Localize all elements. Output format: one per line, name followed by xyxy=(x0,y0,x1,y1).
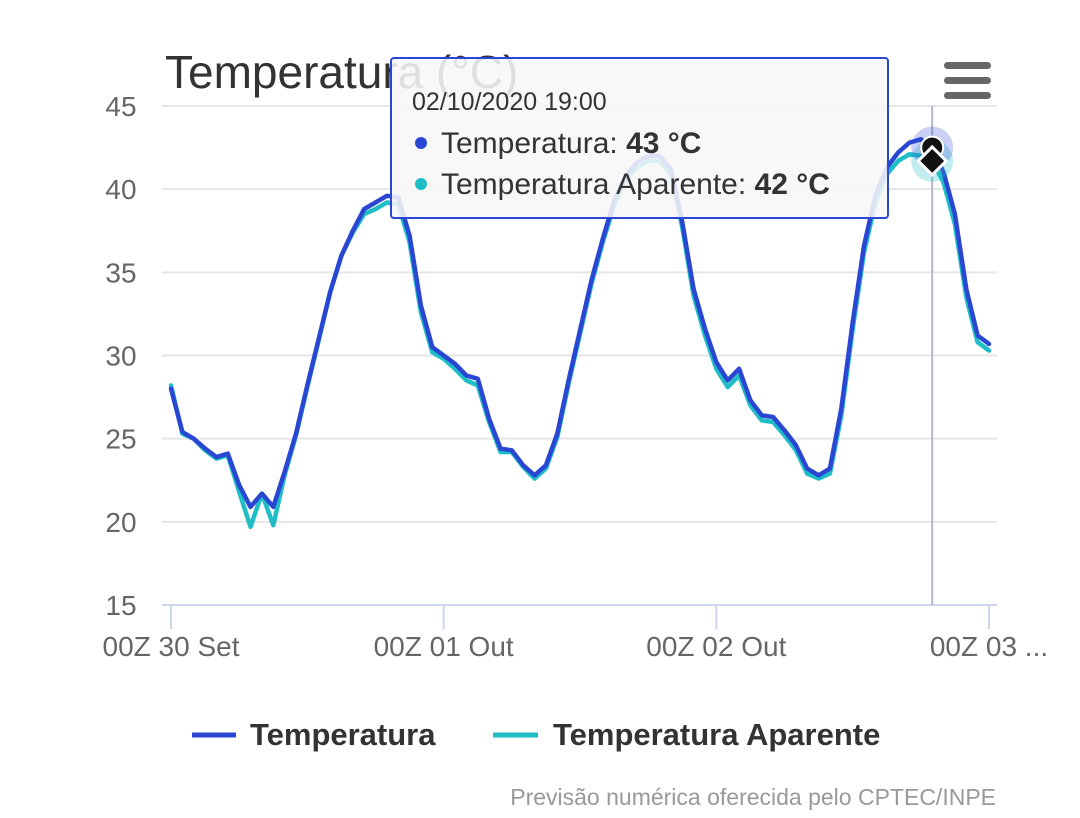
y-tick-label: 25 xyxy=(105,424,136,455)
menu-icon[interactable] xyxy=(944,62,991,99)
tooltip-colon-2: : xyxy=(738,168,755,201)
x-axis-labels: 00Z 30 Set 00Z 01 Out 00Z 02 Out 00Z 03 ... xyxy=(103,631,1049,662)
legend-item-temperatura[interactable]: Temperatura xyxy=(192,717,436,752)
tooltip-date: 02/10/2020 19:00 xyxy=(412,88,607,116)
tooltip-row-temperatura: Temperatura: 43 °C xyxy=(441,127,701,160)
tooltip-value-1: 43 °C xyxy=(626,127,701,160)
hover-point-aparente xyxy=(916,144,949,178)
credits-text[interactable]: Previsão numérica oferecida pelo CPTEC/I… xyxy=(510,784,996,810)
hover-markers xyxy=(911,126,954,182)
tooltip-value-2: 42 °C xyxy=(755,168,830,201)
y-axis-labels: 15 20 25 30 35 40 45 xyxy=(105,91,136,621)
x-tick-label: 00Z 30 Set xyxy=(103,631,240,662)
tooltip-dot-aparente xyxy=(415,178,427,190)
series-layer[interactable] xyxy=(168,137,992,530)
legend-label-aparente: Temperatura Aparente xyxy=(553,717,880,752)
tooltip: 02/10/2020 19:00 Temperatura: 43 °C Temp… xyxy=(390,57,889,219)
tooltip-colon-1: : xyxy=(609,127,626,160)
y-tick-label: 30 xyxy=(105,341,136,372)
y-tick-label: 40 xyxy=(105,174,136,205)
x-tick-label: 00Z 01 Out xyxy=(374,631,514,662)
tooltip-dot-temperatura xyxy=(415,137,427,149)
legend: Temperatura Temperatura Aparente xyxy=(192,717,880,752)
tooltip-row-aparente: Temperatura Aparente: 42 °C xyxy=(441,168,830,201)
legend-item-aparente[interactable]: Temperatura Aparente xyxy=(493,717,880,752)
y-tick-label: 45 xyxy=(105,91,136,122)
legend-label-temperatura: Temperatura xyxy=(250,717,436,752)
x-tick-label: 00Z 03 ... xyxy=(930,631,1048,662)
tooltip-series-name-2: Temperatura Aparente xyxy=(441,168,738,201)
series-line-temperatura[interactable] xyxy=(168,137,992,510)
x-axis xyxy=(162,604,997,629)
y-tick-label: 35 xyxy=(105,257,136,288)
tooltip-series-name-1: Temperatura xyxy=(441,127,610,160)
y-tick-label: 20 xyxy=(105,507,136,538)
y-tick-label: 15 xyxy=(105,590,136,621)
x-tick-label: 00Z 02 Out xyxy=(646,631,786,662)
